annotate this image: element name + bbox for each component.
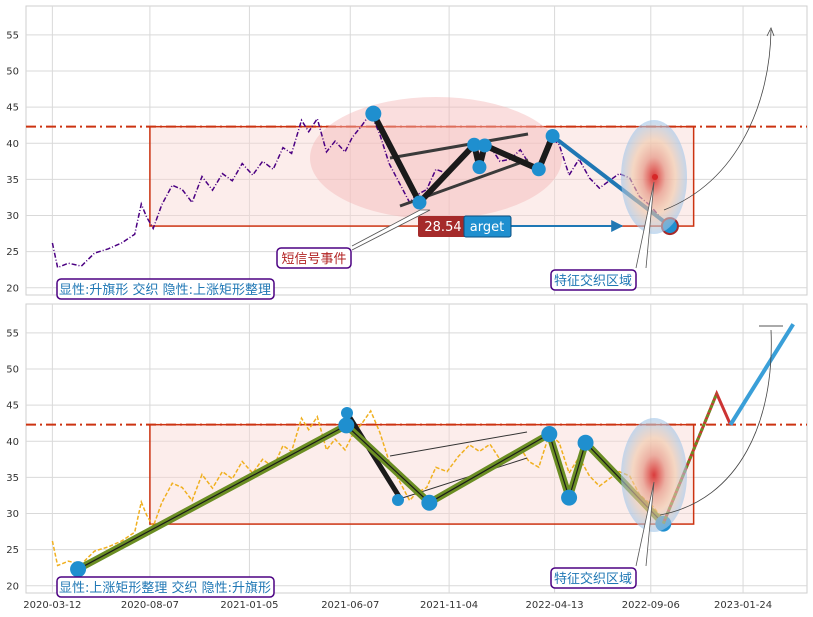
pivot-marker: [477, 138, 492, 153]
pivot-marker: [545, 129, 560, 144]
y-tick-label: 50: [6, 365, 19, 376]
pivot-marker: [412, 195, 427, 210]
short-signal-label: 短信号事件: [281, 252, 346, 267]
y-tick-label: 55: [6, 30, 19, 41]
y-tick-label: 40: [6, 139, 19, 150]
y-tick-label: 35: [6, 473, 19, 484]
pivot-marker: [467, 137, 482, 152]
bottom-x-ticks: 2020-03-12 2020-08-07 2021-01-05 2021-06-07…: [23, 600, 772, 611]
x-tick-label: 2021-11-04: [420, 600, 478, 611]
top-projection-arrowhead: [766, 27, 775, 37]
pattern-pivot-marker: [561, 489, 578, 506]
pattern-pivot-marker: [541, 426, 558, 443]
x-tick-label: 2022-09-06: [622, 600, 680, 611]
top-interweave-box: [550, 269, 637, 291]
target-value-text: 28.54: [424, 220, 461, 235]
x-tick-label: 2020-08-07: [121, 600, 179, 611]
top-flag-zone-ellipse: [310, 97, 562, 219]
x-tick-label: 2023-01-24: [714, 600, 772, 611]
top-interweave-label: 特征交织区域: [554, 273, 632, 289]
bottom-black-leg-start: [341, 407, 353, 419]
top-interweave-pointer: [635, 181, 655, 269]
y-tick-label: 20: [6, 581, 19, 592]
target-value-badge: [418, 216, 468, 237]
short-signal-box: [276, 247, 352, 269]
pivot-marker: [531, 162, 546, 177]
y-tick-label: 30: [6, 211, 19, 222]
top-pivot-markers: [365, 105, 679, 236]
top-chart-panel: 20 25 30 35 40 45 50 55 28.54 arget 短信号事件 特征交织区…: [6, 5, 808, 300]
y-tick-label: 35: [6, 175, 19, 186]
top-pattern-box: [56, 278, 275, 300]
pivot-marker: [365, 105, 382, 122]
y-tick-label: 45: [6, 401, 19, 412]
short-signal-pointer: [351, 209, 431, 251]
flag-upper-channel: [389, 132, 529, 160]
x-tick-label: 2020-03-12: [23, 600, 81, 611]
y-tick-label: 30: [6, 509, 19, 520]
x-tick-label: 2022-04-13: [526, 600, 584, 611]
target-label-badge: [463, 215, 512, 238]
bottom-black-leg: [344, 411, 403, 500]
bottom-interweave-pointer: [635, 481, 655, 567]
bottom-y-ticks: 20 25 30 35 40 45 50 55: [6, 328, 19, 592]
top-price-line: [51, 111, 671, 269]
bottom-pattern-label: 显性:上涨矩形整理 交织 隐性:升旗形: [59, 580, 271, 596]
y-tick-label: 20: [6, 283, 19, 294]
top-y-ticks: 20 25 30 35 40 45 50 55: [6, 30, 19, 294]
y-tick-label: 40: [6, 437, 19, 448]
bottom-interweave-box: [550, 567, 637, 589]
y-tick-label: 45: [6, 103, 19, 114]
top-interweave-center-dot: [652, 174, 658, 180]
x-tick-label: 2021-01-05: [220, 600, 278, 611]
bottom-projection-curve: [659, 329, 772, 516]
pattern-pivot-marker: [421, 494, 438, 511]
bottom-interweave-glow: [621, 418, 687, 532]
pattern-pivot-marker: [338, 417, 355, 434]
y-tick-label: 25: [6, 247, 19, 258]
bottom-projection-green: [661, 393, 719, 525]
top-projection-curve: [663, 29, 772, 211]
pattern-pivot-marker: [70, 561, 87, 578]
bottom-interweave-label: 特征交织区域: [554, 571, 632, 587]
top-pattern-label: 显性:升旗形 交织 隐性:上涨矩形整理: [59, 282, 271, 298]
bottom-pattern-box: [56, 576, 275, 598]
target-label-text: arget: [470, 220, 504, 235]
x-tick-label: 2021-06-07: [321, 600, 379, 611]
bottom-projection-blue: [728, 323, 795, 426]
bottom-black-leg-end: [392, 494, 404, 506]
bottom-rectangle-pattern-box: [149, 423, 695, 525]
y-tick-label: 55: [6, 328, 19, 339]
y-tick-label: 25: [6, 545, 19, 556]
bottom-flag-upper: [389, 431, 528, 457]
y-tick-label: 50: [6, 67, 19, 78]
bottom-chart-panel: 20 25 30 35 40 45 50 55 特征交织区域 显性:上涨矩形整理 交织 隐性:…: [6, 303, 808, 611]
pattern-pivot-marker: [577, 434, 594, 451]
pivot-marker: [472, 160, 487, 175]
